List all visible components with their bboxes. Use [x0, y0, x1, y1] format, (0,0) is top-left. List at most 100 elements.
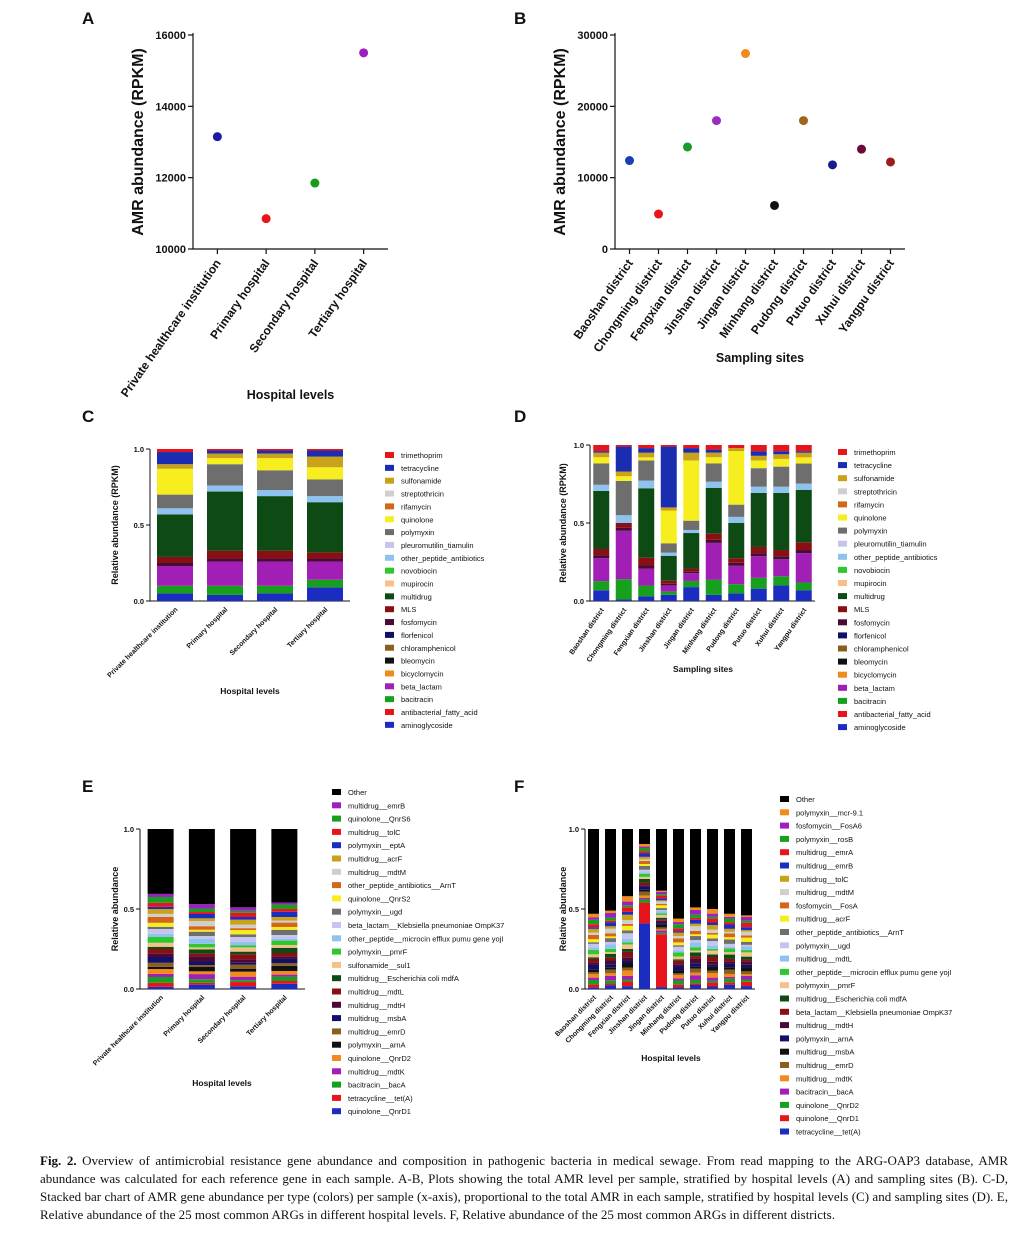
bar-segment: [728, 565, 745, 585]
bar-segment: [622, 957, 633, 961]
bar-segment: [622, 907, 633, 912]
legend-swatch: [385, 683, 394, 690]
bar-segment: [705, 542, 722, 580]
bar-segment: [673, 978, 684, 981]
bar-segment: [707, 925, 718, 930]
legend-swatch: [332, 1001, 341, 1008]
legend-swatch: [838, 645, 847, 652]
bar-segment: [750, 492, 767, 547]
bar-segment: [741, 927, 752, 931]
legend-swatch: [780, 1088, 789, 1095]
legend-swatch: [332, 948, 341, 955]
bar-segment: [656, 891, 667, 895]
bar-segment: [615, 471, 632, 477]
legend-swatch: [385, 490, 394, 497]
bar-segment: [622, 901, 633, 906]
legend-label: bleomycin: [854, 658, 888, 667]
x-axis-title: Hospital levels: [247, 388, 335, 402]
bar-segment: [656, 930, 667, 933]
legend-label: tetracycline: [401, 464, 439, 473]
legend-swatch: [838, 632, 847, 639]
bar-segment: [707, 916, 718, 919]
bar-segment: [605, 920, 616, 923]
legend-label: multidrug__mdtM: [796, 888, 854, 897]
bar-segment: [157, 452, 193, 465]
bar-segment: [638, 568, 655, 586]
bar-segment: [271, 976, 298, 981]
legend-swatch: [780, 902, 789, 909]
bar-segment: [724, 931, 735, 934]
legend-label: multidrug__tolC: [796, 875, 849, 884]
bar-segment: [307, 479, 343, 497]
legend-swatch: [838, 449, 847, 455]
bar-segment: [271, 953, 298, 957]
legend-label: polymyxin__pmrF: [348, 948, 408, 957]
bar-segment: [188, 949, 215, 954]
bar-segment: [728, 523, 745, 559]
bar-segment: [741, 971, 752, 975]
y-tick-label: 0.5: [134, 521, 144, 530]
bar-segment: [750, 577, 767, 589]
data-point: [625, 156, 634, 166]
bar-segment: [307, 552, 343, 559]
bar-segment: [690, 958, 701, 964]
legend-label: polymyxin: [401, 528, 434, 537]
bar-segment: [615, 446, 632, 472]
bar-segment: [724, 982, 735, 985]
bar-segment: [588, 964, 599, 970]
bar-segment: [147, 953, 174, 957]
bar-segment: [639, 873, 650, 877]
bar-segment: [741, 979, 752, 982]
bar-segment: [728, 516, 745, 523]
bar-segment-other: [622, 829, 633, 897]
legend-label: polymyxin__ugd: [796, 941, 850, 950]
bar-segment: [705, 449, 722, 453]
bar-segment: [741, 937, 752, 942]
bar-segment: [639, 876, 650, 879]
legend-swatch: [780, 1048, 789, 1055]
legend-swatch: [780, 995, 789, 1002]
legend-swatch: [332, 895, 341, 902]
bar-segment: [656, 914, 667, 918]
bar-segment: [639, 853, 650, 857]
bar-segment: [705, 579, 722, 595]
bar-segment: [593, 445, 610, 452]
bar-segment: [157, 593, 193, 601]
bar-segment: [622, 942, 633, 945]
bar-segment: [690, 947, 701, 951]
bar-segment: [271, 938, 298, 941]
legend-swatch: [838, 724, 847, 731]
x-axis-title: Hospital levels: [220, 686, 280, 696]
bar-segment: [588, 928, 599, 933]
legend-label: multidrug__mdtH: [796, 1021, 853, 1030]
bar-segment: [147, 933, 174, 937]
legend-label: multidrug__emrB: [348, 801, 405, 810]
bar-segment: [639, 878, 650, 883]
bar-segment: [690, 930, 701, 935]
legend-swatch: [838, 566, 847, 573]
bar-segment: [271, 980, 298, 984]
bar-segment: [588, 973, 599, 978]
bar-segment: [622, 979, 633, 982]
bar-segment: [639, 923, 650, 989]
legend-swatch: [385, 709, 394, 715]
bar-segment: [593, 484, 610, 491]
bar-segment: [683, 571, 700, 574]
bar-segment: [724, 922, 735, 925]
panel-label-f: F: [514, 777, 524, 796]
bar-segment: [656, 890, 667, 892]
bar-segment: [271, 965, 298, 971]
legend-label: rifamycin: [401, 502, 431, 511]
bar-segment: [605, 953, 616, 958]
x-tick-label: Secondary hospital: [229, 606, 280, 657]
bar-segment: [690, 917, 701, 920]
legend-label: bleomycin: [401, 657, 435, 666]
bar-segment: [660, 446, 677, 508]
legend-label: bicyclomycin: [854, 671, 897, 680]
bar-segment: [673, 974, 684, 979]
bar-segment: [638, 488, 655, 558]
bar-segment: [605, 944, 616, 949]
bar-segment: [724, 913, 735, 917]
